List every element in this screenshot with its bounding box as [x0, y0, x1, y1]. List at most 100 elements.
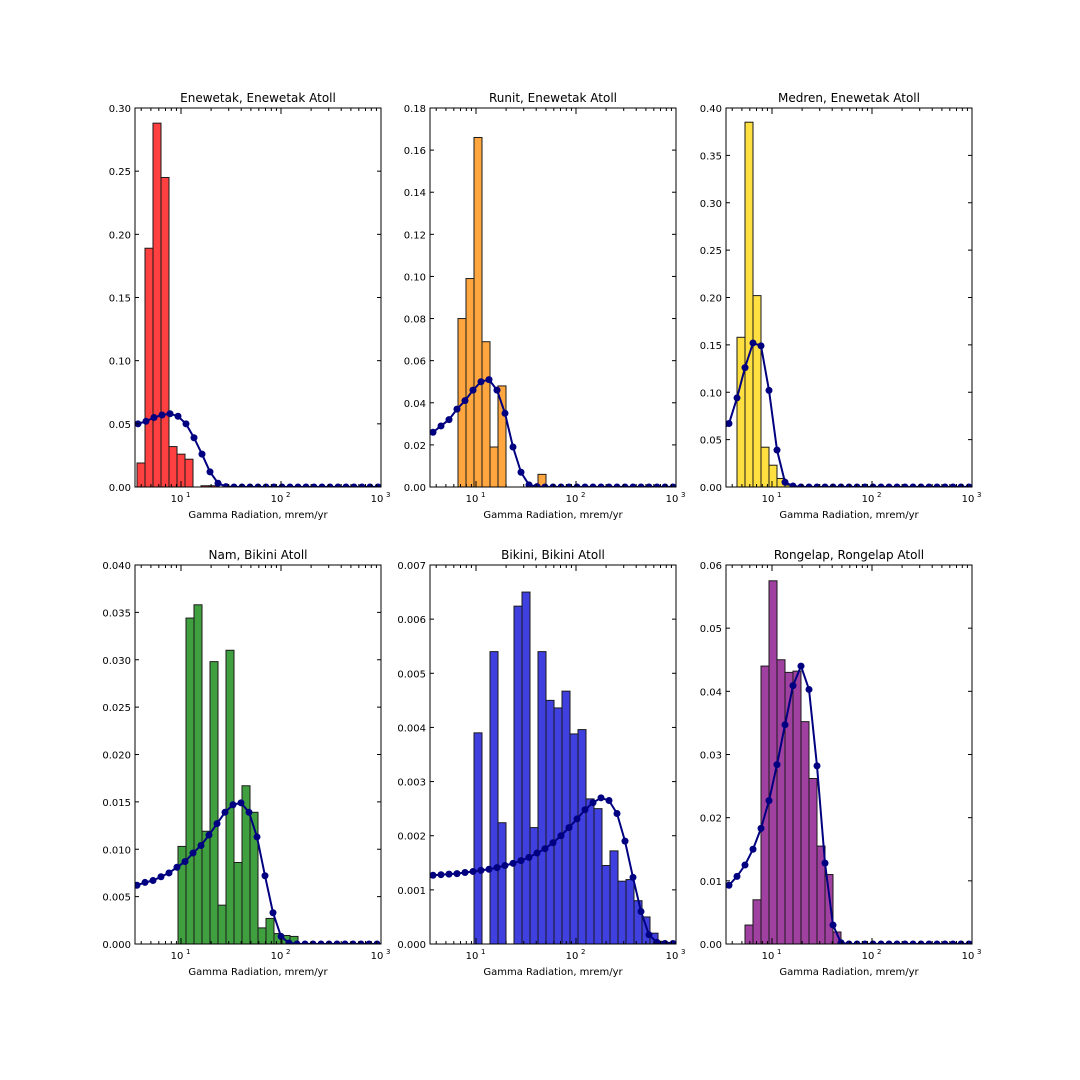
svg-text:0.20: 0.20 [700, 294, 722, 305]
svg-text:0.03: 0.03 [700, 751, 722, 762]
svg-text:0.06: 0.06 [404, 357, 426, 368]
svg-text:10: 10 [862, 951, 875, 962]
histogram-bar [744, 924, 754, 944]
curve-marker [437, 422, 445, 430]
svg-text:0.30: 0.30 [109, 104, 131, 115]
panel-title: Enewetak, Enewetak Atoll [180, 91, 336, 105]
curve-marker [741, 861, 749, 869]
curve-marker [821, 859, 829, 867]
curve-marker [726, 881, 733, 889]
curve-marker [789, 482, 797, 487]
curve-marker [350, 483, 358, 487]
curve-marker [765, 797, 773, 805]
histogram-bar [497, 385, 507, 487]
histogram-bar [160, 176, 170, 487]
curve-marker [661, 939, 669, 944]
panel-title: Bikini, Bikini Atoll [501, 548, 605, 562]
svg-text:3: 3 [681, 948, 685, 956]
curve-marker [214, 479, 222, 487]
histogram-bar [577, 729, 587, 944]
curve-marker [149, 877, 157, 885]
svg-text:0.25: 0.25 [109, 167, 131, 178]
histogram-bar [808, 778, 818, 944]
svg-text:1: 1 [481, 491, 485, 499]
curve-marker [525, 481, 533, 487]
curve-marker [749, 845, 757, 853]
svg-text:10: 10 [862, 494, 875, 505]
histogram-bar [752, 295, 762, 487]
histogram-bar [225, 649, 235, 944]
curve-marker [213, 820, 221, 828]
histogram-bar [513, 605, 523, 944]
curve-marker [813, 483, 821, 487]
curve-marker [493, 386, 501, 394]
histogram-bar [760, 446, 770, 487]
histogram-bar [537, 651, 547, 944]
svg-text:0.005: 0.005 [397, 669, 426, 680]
histogram-bar [136, 462, 146, 487]
histogram-bar [465, 278, 475, 487]
curve-marker [222, 483, 230, 487]
svg-text:0.35: 0.35 [700, 151, 722, 162]
histogram-bar [209, 661, 219, 944]
curve-marker [485, 376, 493, 384]
curve-marker [341, 940, 349, 944]
curve-marker [813, 762, 821, 770]
x-axis-label: Gamma Radiation, mrem/yr [779, 967, 919, 978]
histogram-bar [144, 247, 154, 487]
svg-text:2: 2 [286, 491, 290, 499]
histogram-bar [617, 880, 627, 944]
svg-text:0.16: 0.16 [404, 146, 426, 157]
curve-marker [925, 940, 933, 944]
curve-marker [581, 806, 589, 814]
curve-marker [150, 414, 158, 422]
histogram-bar [185, 617, 195, 944]
svg-text:0.10: 0.10 [109, 357, 131, 368]
curve-marker [933, 483, 941, 487]
svg-text:2: 2 [581, 948, 585, 956]
svg-text:0.10: 0.10 [404, 272, 426, 283]
curve-marker [261, 872, 269, 880]
svg-text:1: 1 [186, 491, 190, 499]
svg-text:0.15: 0.15 [700, 341, 722, 352]
curve-marker [533, 483, 541, 487]
svg-text:10: 10 [666, 494, 679, 505]
svg-text:0.14: 0.14 [404, 188, 426, 199]
svg-text:0.010: 0.010 [102, 845, 131, 856]
curve-marker [509, 443, 517, 451]
svg-text:10: 10 [566, 951, 579, 962]
curve-marker [365, 940, 373, 944]
svg-text:0.020: 0.020 [102, 751, 131, 762]
curve-marker [949, 483, 957, 487]
curve-marker [430, 871, 437, 879]
curve-marker [181, 858, 189, 866]
curve-marker [845, 940, 853, 944]
curve-marker [135, 881, 141, 889]
curve-marker [565, 824, 573, 832]
curve-marker [477, 378, 485, 386]
histogram-bar [545, 699, 555, 944]
curve-marker [158, 411, 166, 419]
curve-marker [645, 931, 653, 939]
curve-marker [837, 939, 845, 944]
curve-marker [469, 867, 477, 875]
svg-text:0.000: 0.000 [102, 940, 131, 951]
curve-marker [589, 483, 597, 487]
curve-marker [445, 416, 453, 424]
histogram-bar [473, 136, 483, 487]
curve-marker [286, 483, 294, 487]
svg-text:10: 10 [762, 494, 775, 505]
svg-text:10: 10 [962, 951, 975, 962]
curve-marker [637, 908, 645, 916]
svg-text:10: 10 [171, 951, 184, 962]
curve-marker [477, 866, 485, 874]
histogram-bar [489, 446, 499, 487]
histogram-bar [752, 899, 762, 944]
curve-marker [629, 873, 637, 881]
histogram-bar [193, 604, 203, 944]
svg-text:10: 10 [371, 494, 384, 505]
curve-marker [221, 808, 229, 816]
curve-marker [773, 446, 781, 454]
curve-marker [869, 940, 877, 944]
